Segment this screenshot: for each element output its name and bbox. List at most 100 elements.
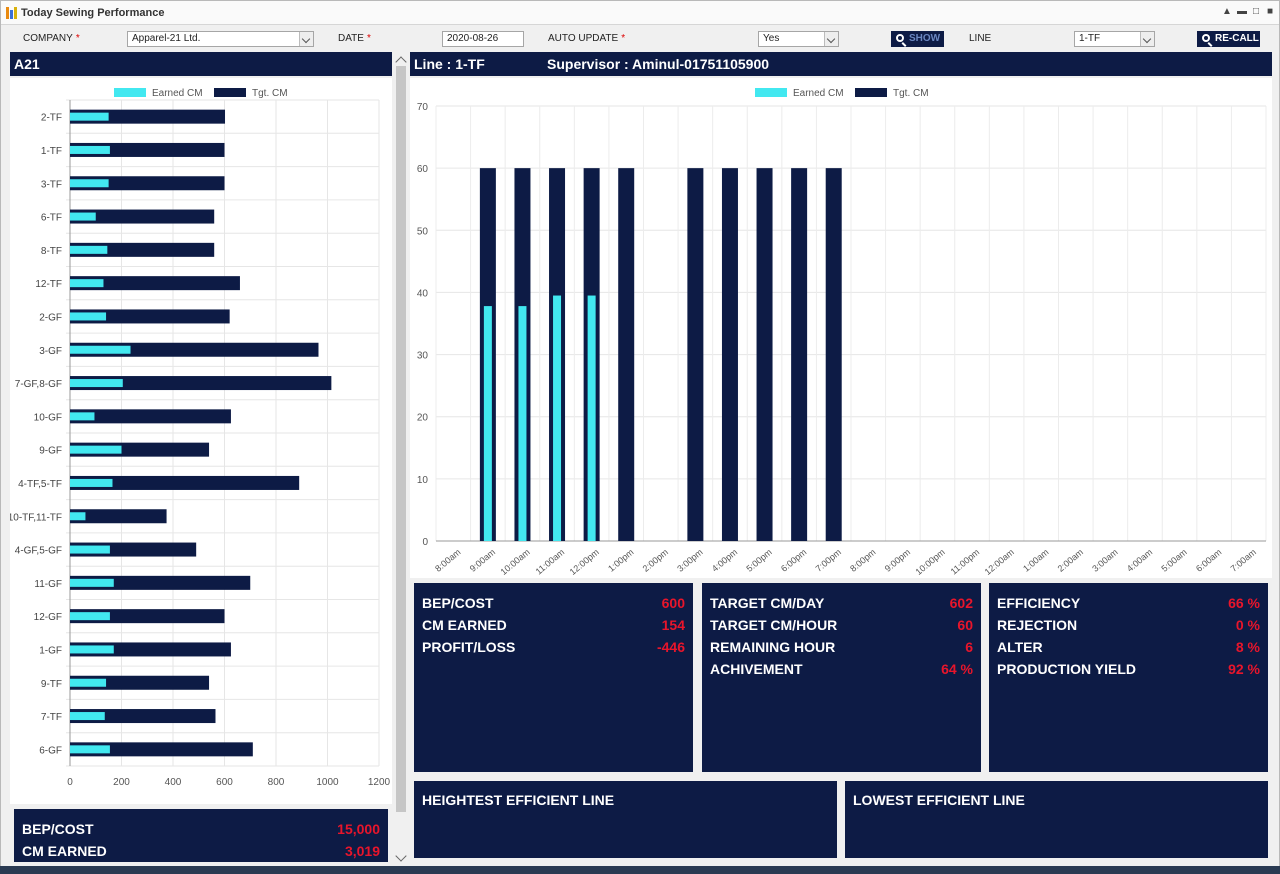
auto-update-select[interactable]: Yes xyxy=(758,31,839,47)
bar-earned xyxy=(70,279,104,288)
x-tick-label: 2:00pm xyxy=(641,547,670,574)
minimize-icon[interactable]: ▬ xyxy=(1237,6,1247,17)
bar-target xyxy=(70,742,253,757)
bar-earned xyxy=(70,245,108,254)
y-tick-label: 4-GF,5-GF xyxy=(15,546,62,557)
recall-button[interactable]: RE-CALL xyxy=(1197,31,1260,47)
legend-swatch-earned xyxy=(114,88,146,97)
bar-target xyxy=(70,276,240,291)
x-tick-label: 10:00pm xyxy=(913,547,946,577)
bar-earned xyxy=(553,295,562,541)
y-tick-label: 3-GF xyxy=(39,346,62,357)
bar-earned xyxy=(70,645,114,654)
window-title: Today Sewing Performance xyxy=(21,7,165,19)
y-tick-label: 1-TF xyxy=(41,146,62,157)
supervisor-label: Supervisor : Aminul-01751105900 xyxy=(547,56,770,72)
legend-label: Earned CM xyxy=(152,88,203,99)
x-tick-label: 4:00am xyxy=(1125,547,1154,574)
bar-target xyxy=(70,309,230,324)
line-cm-bar-chart: Earned CM Tgt. CM 0 200 400 600 800 1000 1200 2-T… xyxy=(8,88,391,788)
show-button[interactable]: SHOW xyxy=(891,31,944,47)
y-tick-label: 4-TF,5-TF xyxy=(18,479,62,490)
x-tick-label: 8:00am xyxy=(433,547,462,574)
x-tick-label: 600 xyxy=(216,777,233,788)
stat-row: EFFICIENCY 66 % xyxy=(997,595,1260,611)
x-tick-label: 200 xyxy=(113,777,130,788)
scroll-down-icon[interactable] xyxy=(395,850,407,862)
y-tick-label: 40 xyxy=(417,288,429,299)
x-tick-label: 6:00am xyxy=(1194,547,1223,574)
lowest-efficient-line-title: LOWEST EFFICIENT LINE xyxy=(853,792,1025,808)
bar-target xyxy=(825,168,842,541)
stat-row: PRODUCTION YIELD 92 % xyxy=(997,661,1260,677)
y-tick-label: 50 xyxy=(417,226,429,237)
summary-row: BEP/COST 15,000 xyxy=(22,821,380,837)
collapse-icon[interactable]: ▲ xyxy=(1222,6,1232,17)
bar-target xyxy=(791,168,808,541)
highest-efficient-line-card: HEIGHTEST EFFICIENT LINE xyxy=(414,781,837,858)
bar-earned xyxy=(483,306,492,541)
y-tick-label: 6-GF xyxy=(39,745,62,756)
x-tick-label: 5:00pm xyxy=(744,547,773,574)
maximize-icon[interactable]: □ xyxy=(1252,6,1260,17)
y-tick-label: 3-TF xyxy=(41,179,62,190)
y-tick-label: 12-GF xyxy=(34,612,62,623)
date-input[interactable]: 2020-08-26 xyxy=(442,31,524,47)
bar-target xyxy=(618,168,635,541)
line-select[interactable]: 1-TF xyxy=(1074,31,1155,47)
bar-target xyxy=(70,575,251,590)
y-tick-label: 6-TF xyxy=(41,213,62,224)
x-tick-label: 1200 xyxy=(368,777,391,788)
y-tick-label: 30 xyxy=(417,351,429,362)
bar-target xyxy=(687,168,704,541)
y-tick-label: 10 xyxy=(417,475,429,486)
x-tick-label: 10:00am xyxy=(498,547,531,577)
y-tick-label: 60 xyxy=(417,164,429,175)
y-tick-label: 10-TF,11-TF xyxy=(10,512,62,523)
x-tick-label: 12:00pm xyxy=(568,547,601,577)
bar-earned xyxy=(518,306,527,541)
y-tick-label: 12-TF xyxy=(35,279,62,290)
x-tick-label: 3:00pm xyxy=(675,547,704,574)
bar-earned xyxy=(70,512,86,521)
company-select[interactable]: Apparel-21 Ltd. xyxy=(127,31,314,47)
chevron-down-icon[interactable] xyxy=(824,32,838,46)
x-tick-label: 9:00am xyxy=(468,547,497,574)
stat-row: REJECTION 0 % xyxy=(997,617,1260,633)
stat-row: CM EARNED 154 xyxy=(422,617,685,633)
y-tick-label: 7-GF,8-GF xyxy=(15,379,62,390)
date-label: DATE * xyxy=(338,33,371,44)
close-icon[interactable]: ■ xyxy=(1266,6,1274,17)
bar-earned xyxy=(70,145,110,154)
chevron-down-icon[interactable] xyxy=(1140,32,1154,46)
auto-update-label: AUTO UPDATE * xyxy=(548,33,626,44)
x-tick-label: 9:00pm xyxy=(883,547,912,574)
bar-earned xyxy=(70,112,109,121)
x-tick-label: 6:00pm xyxy=(779,547,808,574)
title-bar: Today Sewing Performance ▲ ▬ □ ■ xyxy=(1,1,1279,25)
search-icon xyxy=(896,34,904,42)
bar-earned xyxy=(70,478,113,487)
y-tick-label: 10-GF xyxy=(34,412,62,423)
bar-earned xyxy=(70,545,110,554)
y-tick-label: 2-GF xyxy=(39,312,62,323)
x-tick-label: 400 xyxy=(165,777,182,788)
y-tick-label: 9-GF xyxy=(39,446,62,457)
bar-earned xyxy=(70,345,131,354)
bar-earned xyxy=(70,312,107,321)
bar-target xyxy=(70,109,226,124)
scroll-thumb[interactable] xyxy=(396,66,406,812)
x-tick-label: 2:00am xyxy=(1056,547,1085,574)
cost-card: BEP/COST 600 CM EARNED 154 PROFIT/LOSS -446 xyxy=(414,583,693,772)
target-card: TARGET CM/DAY 602 TARGET CM/HOUR 60 REMAIN… xyxy=(702,583,981,772)
x-tick-label: 12:00am xyxy=(983,547,1016,577)
stat-row: TARGET CM/DAY 602 xyxy=(710,595,973,611)
stat-row: TARGET CM/HOUR 60 xyxy=(710,617,973,633)
y-tick-label: 7-TF xyxy=(41,712,62,723)
left-panel-scrollbar[interactable] xyxy=(394,52,408,864)
x-tick-label: 11:00pm xyxy=(949,547,982,577)
y-tick-label: 70 xyxy=(417,102,429,113)
chevron-down-icon[interactable] xyxy=(299,32,313,46)
line-label: LINE xyxy=(969,33,992,44)
